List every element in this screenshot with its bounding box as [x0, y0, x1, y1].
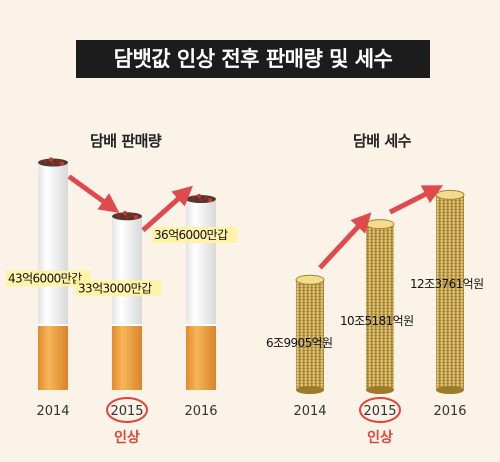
tax-chart-title: 담배 세수 [353, 132, 411, 150]
cigarette-filter-2015 [112, 325, 142, 390]
cigarette-filter-2014 [38, 325, 68, 390]
sales-trend-arrow-1 [67, 174, 120, 213]
ember-2015-2 [129, 213, 135, 218]
coin-body-2014 [296, 279, 324, 390]
sales-trend-arrow-2 [141, 185, 193, 233]
sales-year-label-2015: 2015 [110, 404, 143, 419]
coin-base-2014 [296, 386, 324, 394]
coin-body-2016 [436, 194, 464, 390]
ember-2016-4 [198, 197, 204, 203]
ember-2015-0 [116, 213, 122, 218]
ember-2016-0 [190, 195, 196, 201]
ember-2014-0 [42, 159, 48, 164]
coin-body-2015 [366, 224, 394, 390]
coin-top-2015 [365, 219, 395, 230]
ember-2015-4 [124, 215, 130, 220]
sales-highlight-circle [106, 397, 148, 423]
ember-2016-2 [203, 195, 209, 201]
tax-year-label-2016: 2016 [433, 404, 466, 419]
cigarette-bar-2014: 43억6000만갑 [6, 157, 91, 390]
ember-2014-1 [48, 157, 54, 162]
ember-2016-3 [207, 197, 213, 203]
coin-stack-2015: 10조5181억원 [340, 219, 414, 394]
tax-value-label-2015: 10조5181억원 [340, 314, 414, 328]
ember-2016-1 [196, 193, 202, 199]
tax-trend-arrow-2 [388, 185, 444, 215]
coin-top-2014 [295, 274, 325, 285]
ember-2014-3 [59, 161, 65, 166]
main-title: 담뱃값 인상 전후 판매량 및 세수 [76, 40, 430, 78]
tax-value-label-2016: 12조3761억원 [410, 277, 484, 291]
tax-year-label-2015: 2015 [363, 404, 396, 419]
cigarette-bar-2015: 33억3000만갑 [76, 211, 161, 390]
tax-highlight-circle [359, 397, 401, 423]
tax-value-label-2014: 6조9905억원 [266, 336, 333, 350]
sales-value-label-2015: 33억3000만갑 [78, 281, 152, 295]
sales-year-label-2016: 2016 [184, 404, 217, 419]
coin-top-2016 [435, 189, 465, 200]
tax-trend-arrow-1 [318, 212, 372, 270]
ember-2014-4 [50, 161, 56, 166]
tax-year-label-2014: 2014 [293, 404, 326, 419]
sales-hike-label: 인상 [114, 429, 140, 446]
tax-hike-label: 인상 [367, 429, 393, 446]
sales-value-label-2014: 43억6000만갑 [8, 272, 82, 286]
sales-label-bg-2016 [152, 227, 237, 244]
ember-2015-3 [133, 215, 139, 220]
coin-stack-2014: 6조9905억원 [266, 274, 333, 394]
ember-2014-2 [55, 159, 61, 164]
sales-chart-title: 담배 판매량 [90, 132, 162, 150]
coin-base-2016 [436, 386, 464, 394]
cigarette-filter-2016 [186, 325, 216, 390]
sales-label-bg-2014 [6, 270, 91, 287]
coin-stack-2016: 12조3761억원 [410, 189, 484, 394]
cigarette-bar-2016: 36억6000만갑 [152, 193, 237, 390]
ember-2015-1 [122, 211, 128, 216]
sales-year-label-2014: 2014 [36, 404, 69, 419]
coin-base-2015 [366, 386, 394, 394]
sales-value-label-2016: 36억6000만갑 [154, 228, 228, 242]
sales-label-bg-2015 [76, 280, 161, 297]
